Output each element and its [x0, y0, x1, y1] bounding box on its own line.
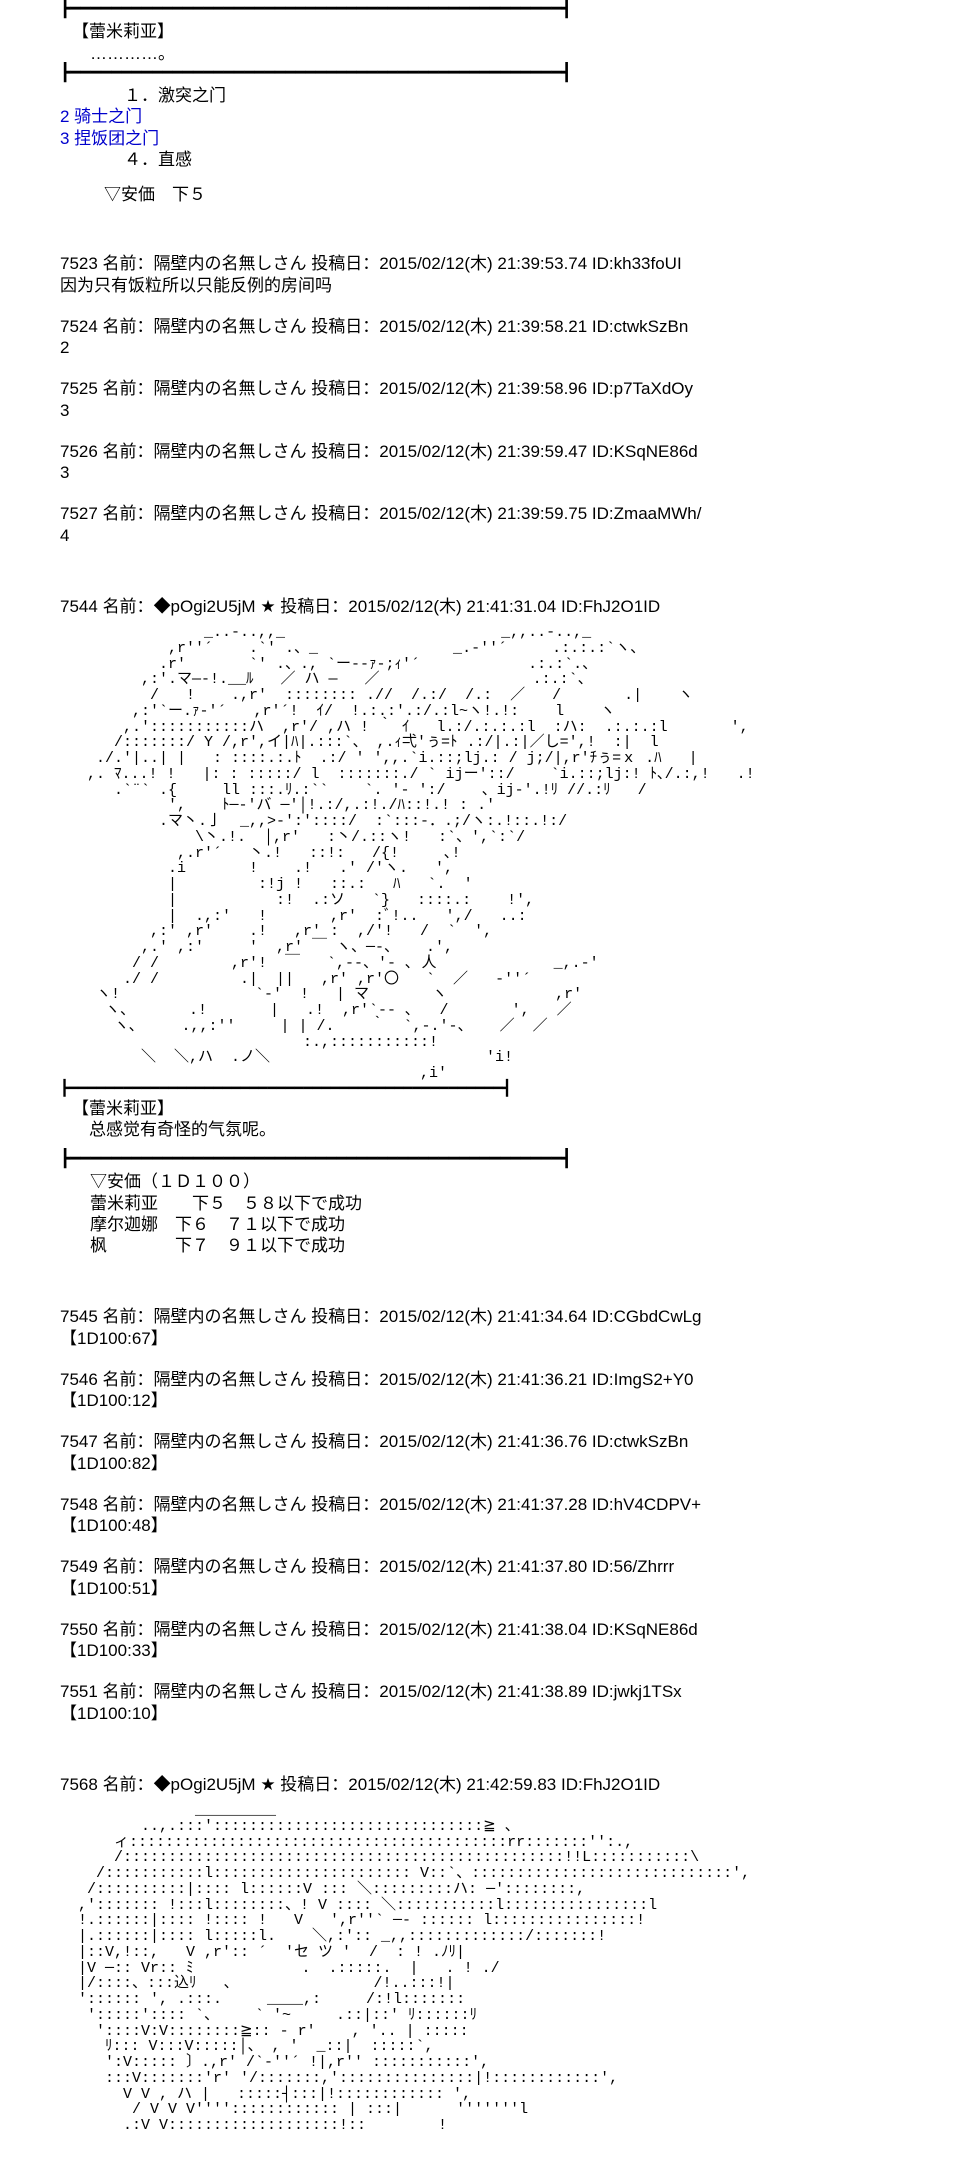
- speaker-name: 【蕾米莉亚】: [60, 1098, 903, 1119]
- gm-post: 7568 名前：◆pOgi2U5jM ★ 投稿日：2015/02/12(木) 2…: [60, 1774, 903, 2134]
- forum-post: 7523 名前：隔壁内の名無しさん 投稿日：2015/02/12(木) 21:3…: [60, 253, 903, 296]
- forum-post: 7547 名前：隔壁内の名無しさん 投稿日：2015/02/12(木) 21:4…: [60, 1431, 903, 1474]
- option-1: １．激突之门: [60, 85, 903, 106]
- ascii-art: _..-..,,_ _,,..-..,_ ,r''´ .`' .、_ _.-''…: [60, 625, 903, 1098]
- post-body: 2: [60, 337, 903, 358]
- post-header: 7544 名前：◆pOgi2U5jM ★ 投稿日：2015/02/12(木) 2…: [60, 596, 903, 617]
- speaker-line: 总感觉有奇怪的气氛呢。: [60, 1119, 903, 1140]
- post-body: 【1D100:10】: [60, 1703, 903, 1724]
- forum-post: 7524 名前：隔壁内の名無しさん 投稿日：2015/02/12(木) 21:3…: [60, 316, 903, 359]
- post-body: 3: [60, 462, 903, 483]
- post-header: 7524 名前：隔壁内の名無しさん 投稿日：2015/02/12(木) 21:3…: [60, 316, 903, 337]
- post-number: 7568: [60, 1775, 98, 1794]
- post-header: 7568 名前：◆pOgi2U5jM ★ 投稿日：2015/02/12(木) 2…: [60, 1774, 903, 1795]
- dice-line-2: 摩尔迦娜 下６ ７１以下で成功: [90, 1214, 903, 1235]
- post-date: 2015/02/12(木) 21:41:31.04: [348, 597, 556, 616]
- speaker-name: 【蕾米莉亚】: [60, 21, 903, 42]
- post-body: 【1D100:67】: [60, 1328, 903, 1349]
- post-author: ◆pOgi2U5jM ★: [154, 1775, 276, 1794]
- post-body: 【1D100:51】: [60, 1578, 903, 1599]
- post-header: 7526 名前：隔壁内の名無しさん 投稿日：2015/02/12(木) 21:3…: [60, 441, 903, 462]
- dice-title: ▽安価（１Ｄ１００）: [90, 1171, 903, 1192]
- post-header: 7548 名前：隔壁内の名無しさん 投稿日：2015/02/12(木) 21:4…: [60, 1494, 903, 1515]
- forum-post: 7550 名前：隔壁内の名無しさん 投稿日：2015/02/12(木) 21:4…: [60, 1619, 903, 1662]
- forum-post: 7546 名前：隔壁内の名無しさん 投稿日：2015/02/12(木) 21:4…: [60, 1369, 903, 1412]
- rule-bottom: ┣━━━━━━━━━━━━━━━━━━━━━━━━━━━━━━━━━━━━━━━…: [60, 1150, 903, 1171]
- forum-post: 7527 名前：隔壁内の名無しさん 投稿日：2015/02/12(木) 21:3…: [60, 503, 903, 546]
- ascii-art: _________ ..,.:::'::::::::::::::::::::::…: [60, 1803, 903, 2134]
- post-body: 4: [60, 525, 903, 546]
- page-container: ┣━━━━━━━━━━━━━━━━━━━━━━━━━━━━━━━━━━━━━━━…: [0, 0, 963, 2174]
- post-body: 3: [60, 400, 903, 421]
- post-header: 7547 名前：隔壁内の名無しさん 投稿日：2015/02/12(木) 21:4…: [60, 1431, 903, 1452]
- post-body: 【1D100:82】: [60, 1453, 903, 1474]
- name-prefix-label: 名前：: [103, 597, 154, 616]
- rule-mid: ┣━━━━━━━━━━━━━━━━━━━━━━━━━━━━━━━━━━━━━━━…: [60, 64, 903, 85]
- post-author: ◆pOgi2U5jM ★: [154, 597, 276, 616]
- post-header: 7523 名前：隔壁内の名無しさん 投稿日：2015/02/12(木) 21:3…: [60, 253, 903, 274]
- post-header: 7551 名前：隔壁内の名無しさん 投稿日：2015/02/12(木) 21:4…: [60, 1681, 903, 1702]
- post-number: 7544: [60, 597, 98, 616]
- gm-post: 7544 名前：◆pOgi2U5jM ★ 投稿日：2015/02/12(木) 2…: [60, 596, 903, 1257]
- post-date: 2015/02/12(木) 21:42:59.83: [348, 1775, 556, 1794]
- id-prefix-label: ID:: [561, 597, 583, 616]
- post-header: 7525 名前：隔壁内の名無しさん 投稿日：2015/02/12(木) 21:3…: [60, 378, 903, 399]
- id-prefix-label: ID:: [561, 1775, 583, 1794]
- option-3-link[interactable]: 3 捏饭团之门: [60, 129, 159, 148]
- forum-post: 7548 名前：隔壁内の名無しさん 投稿日：2015/02/12(木) 21:4…: [60, 1494, 903, 1537]
- post-header: 7550 名前：隔壁内の名無しさん 投稿日：2015/02/12(木) 21:4…: [60, 1619, 903, 1640]
- post-header: 7527 名前：隔壁内の名無しさん 投稿日：2015/02/12(木) 21:3…: [60, 503, 903, 524]
- forum-post: 7525 名前：隔壁内の名無しさん 投稿日：2015/02/12(木) 21:3…: [60, 378, 903, 421]
- post-body: 【1D100:12】: [60, 1390, 903, 1411]
- post-id: FhJ2O1ID: [583, 597, 660, 616]
- dice-block: ▽安価（１Ｄ１００） 蕾米莉亚 下５ ５８以下で成功 摩尔迦娜 下６ ７１以下で…: [60, 1171, 903, 1256]
- post-body: 【1D100:48】: [60, 1515, 903, 1536]
- name-prefix-label: 名前：: [103, 1775, 154, 1794]
- dice-line-1: 蕾米莉亚 下５ ５８以下で成功: [90, 1193, 903, 1214]
- speaker-line: …………。: [60, 43, 903, 64]
- option-4: ４．直感: [60, 149, 903, 170]
- rule-top: ┣━━━━━━━━━━━━━━━━━━━━━━━━━━━━━━━━━━━━━━━…: [60, 0, 903, 21]
- post-body: 【1D100:33】: [60, 1640, 903, 1661]
- forum-post: 7551 名前：隔壁内の名無しさん 投稿日：2015/02/12(木) 21:4…: [60, 1681, 903, 1724]
- forum-post: 7545 名前：隔壁内の名無しさん 投稿日：2015/02/12(木) 21:4…: [60, 1306, 903, 1349]
- post-header: 7545 名前：隔壁内の名無しさん 投稿日：2015/02/12(木) 21:4…: [60, 1306, 903, 1327]
- post-header: 7549 名前：隔壁内の名無しさん 投稿日：2015/02/12(木) 21:4…: [60, 1556, 903, 1577]
- post-header: 7546 名前：隔壁内の名無しさん 投稿日：2015/02/12(木) 21:4…: [60, 1369, 903, 1390]
- forum-post: 7549 名前：隔壁内の名無しさん 投稿日：2015/02/12(木) 21:4…: [60, 1556, 903, 1599]
- anka-label: ▽安価 下５: [60, 184, 903, 205]
- dice-line-3: 枫 下７ ９１以下で成功: [90, 1235, 903, 1256]
- post-id: FhJ2O1ID: [583, 1775, 660, 1794]
- post-body: 因为只有饭粒所以只能反例的房间吗: [60, 275, 903, 296]
- date-prefix-label: 投稿日：: [280, 597, 348, 616]
- option-2-link[interactable]: 2 骑士之门: [60, 107, 142, 126]
- date-prefix-label: 投稿日：: [280, 1775, 348, 1794]
- forum-post: 7526 名前：隔壁内の名無しさん 投稿日：2015/02/12(木) 21:3…: [60, 441, 903, 484]
